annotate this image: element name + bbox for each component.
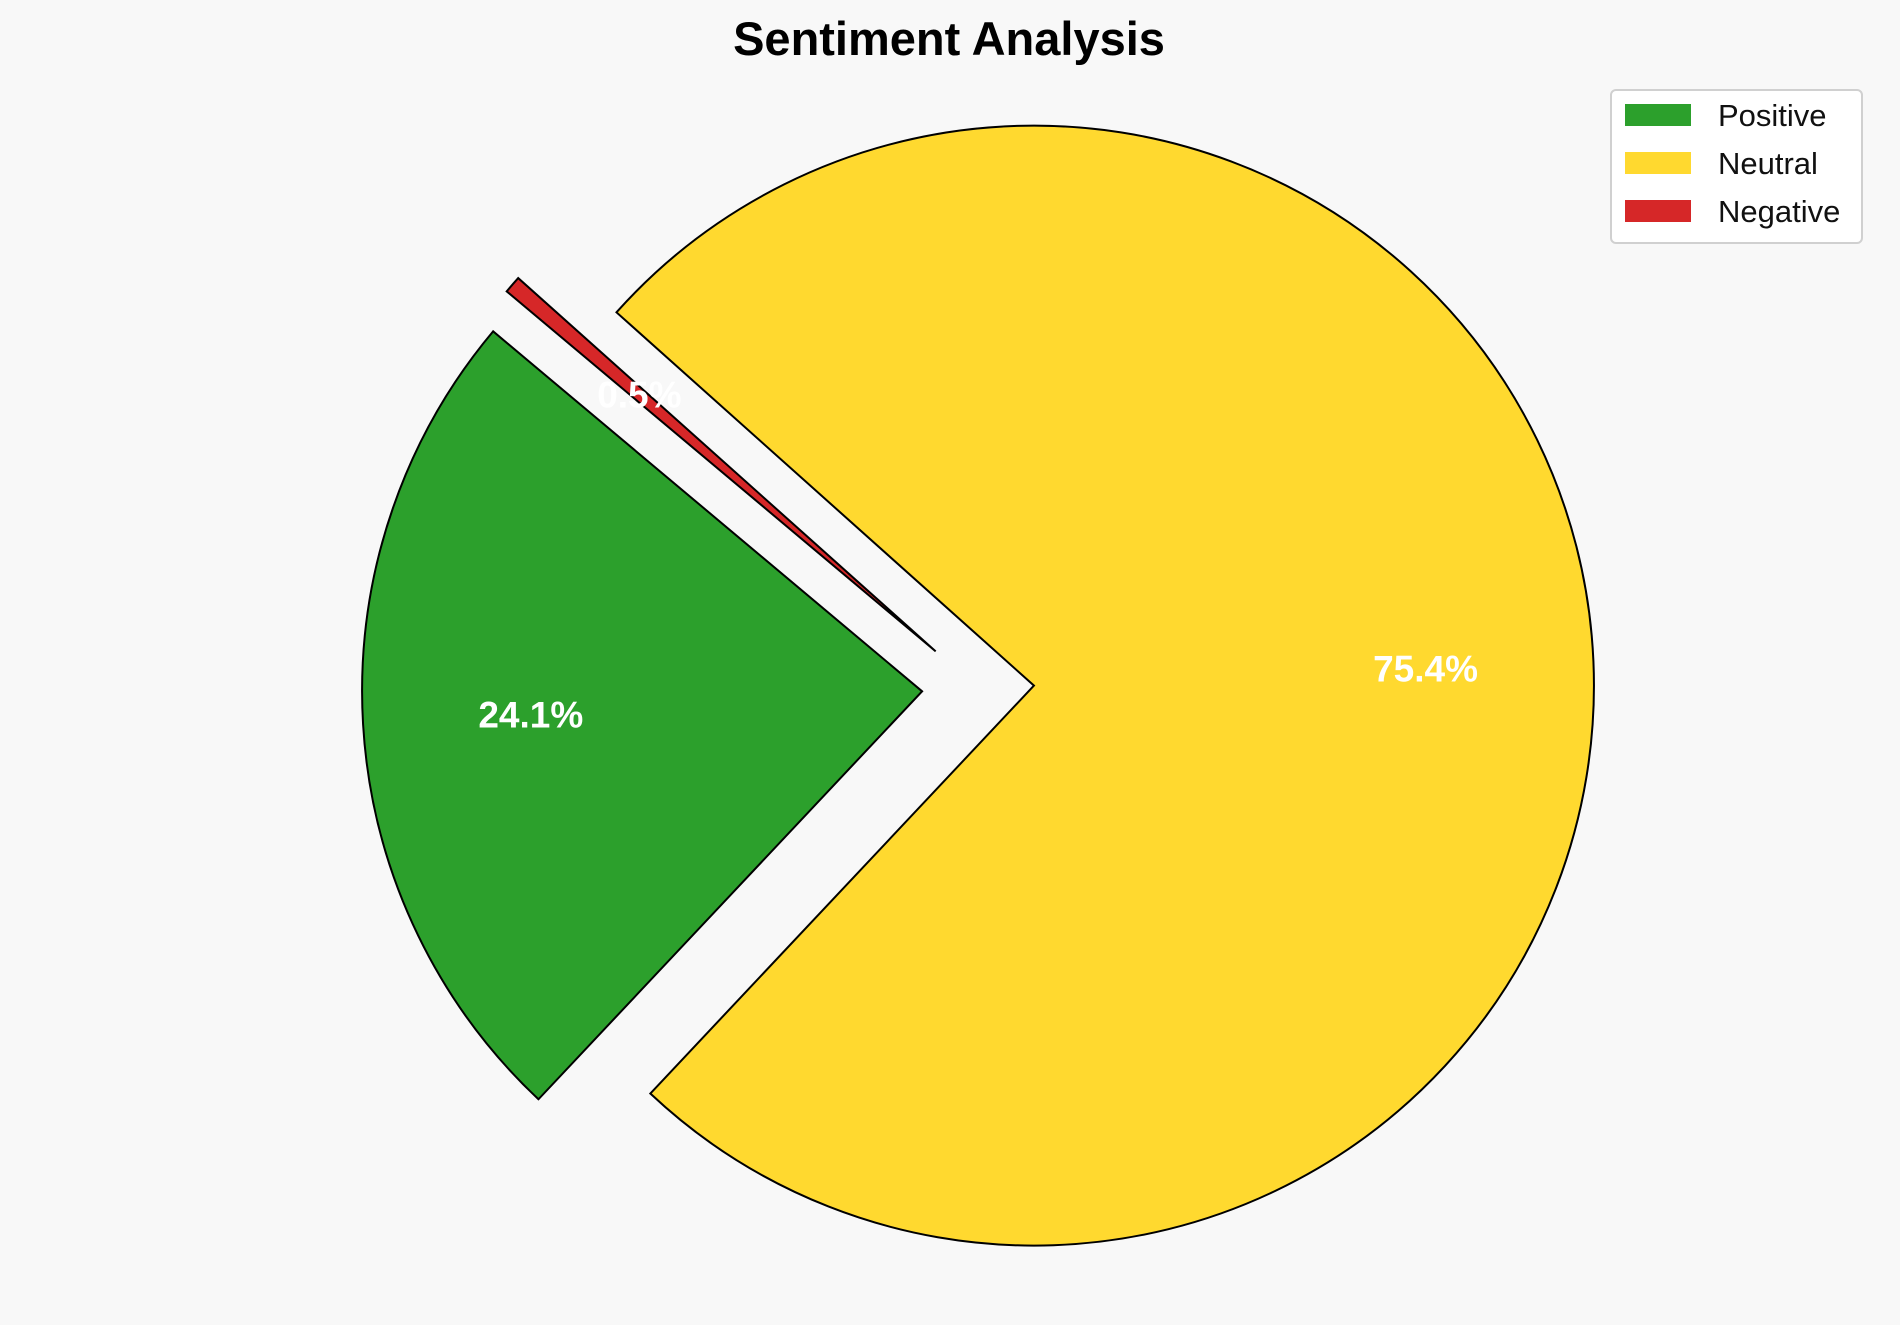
slice-label-negative: 0.5% xyxy=(597,375,681,416)
legend-swatch-negative xyxy=(1625,200,1691,222)
slice-label-neutral: 75.4% xyxy=(1373,649,1478,690)
legend: Positive Neutral Negative xyxy=(1610,89,1863,244)
legend-label-negative: Negative xyxy=(1718,194,1840,229)
legend-swatch-neutral xyxy=(1625,152,1691,174)
pie-slices xyxy=(361,124,1595,1247)
slice-label-positive: 24.1% xyxy=(478,694,583,735)
legend-swatch-positive xyxy=(1625,104,1691,126)
slice-labels: 24.1% 75.4% 0.5% xyxy=(478,375,1478,736)
chart-title: Sentiment Analysis xyxy=(733,12,1165,65)
legend-label-neutral: Neutral xyxy=(1718,146,1818,181)
pie-slice-neutral xyxy=(615,124,1595,1247)
pie-slice-positive xyxy=(361,329,924,1101)
pie-slice-negative xyxy=(505,276,937,653)
legend-label-positive: Positive xyxy=(1718,98,1827,133)
